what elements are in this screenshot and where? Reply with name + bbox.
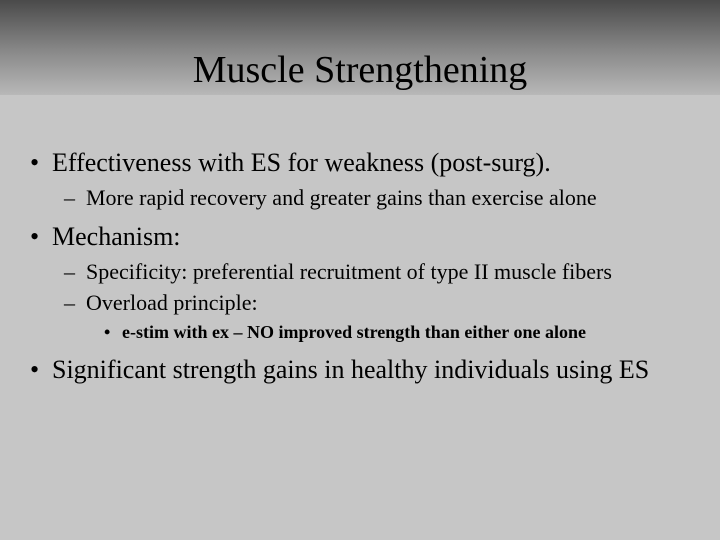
bullet-text: Significant strength gains in healthy in… (52, 355, 649, 384)
bullet-lvl1: Mechanism: (30, 221, 690, 254)
slide-title: Muscle Strengthening (0, 48, 720, 92)
bullet-lvl2: Overload principle: (30, 289, 690, 317)
bullet-text: Effectiveness with ES for weakness (post… (52, 148, 551, 177)
slide: Muscle Strengthening Effectiveness with … (0, 0, 720, 540)
bullet-text: Overload principle: (86, 290, 258, 315)
slide-body: Effectiveness with ES for weakness (post… (0, 95, 720, 540)
bullet-text: Specificity: preferential recruitment of… (86, 259, 612, 284)
bullet-list: Effectiveness with ES for weakness (post… (30, 95, 690, 386)
bullet-text: e-stim with ex – NO improved strength th… (122, 322, 586, 342)
bullet-lvl3: e-stim with ex – NO improved strength th… (30, 321, 690, 344)
bullet-lvl1: Effectiveness with ES for weakness (post… (30, 147, 690, 180)
bullet-lvl2: Specificity: preferential recruitment of… (30, 258, 690, 286)
bullet-text: Mechanism: (52, 222, 181, 251)
bullet-lvl1: Significant strength gains in healthy in… (30, 354, 690, 387)
bullet-lvl2: More rapid recovery and greater gains th… (30, 184, 690, 212)
bullet-text: More rapid recovery and greater gains th… (86, 185, 597, 210)
